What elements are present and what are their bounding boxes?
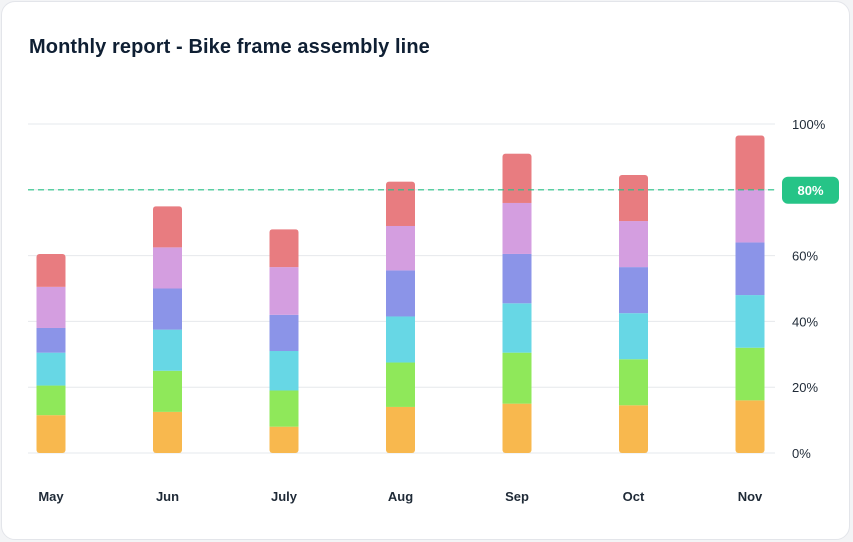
bar-stack — [502, 153, 532, 453]
bar-segment — [386, 406, 415, 453]
y-tick-label: 100% — [792, 117, 826, 132]
bar-segment — [269, 267, 299, 315]
bar-segment — [502, 253, 532, 304]
bar-stack — [619, 174, 648, 453]
bar-segment — [386, 225, 415, 271]
bar-segment — [735, 135, 765, 190]
bar-segment — [153, 329, 182, 371]
bar-segment — [386, 181, 415, 226]
bar-segment — [735, 189, 765, 243]
bar-segment — [502, 403, 532, 453]
bar-stack — [386, 181, 415, 453]
bar-segment — [619, 359, 648, 406]
x-tick-label: Oct — [623, 489, 645, 504]
bar-segment — [269, 426, 299, 453]
bar-segment — [153, 370, 182, 412]
y-tick-label: 40% — [792, 314, 818, 329]
bar-segment — [269, 351, 299, 391]
bar-segment — [735, 347, 765, 401]
bar-stack — [153, 206, 182, 453]
bar-segment — [36, 352, 66, 386]
bar-segment — [502, 202, 532, 254]
bar-segment — [153, 411, 182, 453]
bar-segment — [269, 390, 299, 427]
target-label: 80% — [797, 183, 823, 198]
bar-segment — [153, 288, 182, 330]
bar-segment — [619, 313, 648, 360]
target-badge — [782, 176, 839, 204]
bar-segment — [386, 316, 415, 363]
bar-segment — [36, 286, 66, 328]
x-tick-label: Sep — [505, 489, 529, 504]
bar-segment — [502, 153, 532, 203]
bar-segment — [619, 174, 648, 222]
bar-segment — [735, 242, 765, 296]
bar-segment — [153, 206, 182, 248]
x-tick-label: Jun — [156, 489, 179, 504]
x-tick-label: Nov — [738, 489, 763, 504]
bar-segment — [735, 400, 765, 453]
bar-stack — [269, 229, 299, 453]
bar-segment — [502, 352, 532, 404]
bar-stack — [735, 135, 765, 453]
bar-segment — [386, 270, 415, 317]
x-tick-label: July — [271, 489, 298, 504]
bar-segment — [502, 303, 532, 353]
chart-title: Monthly report - Bike frame assembly lin… — [29, 36, 430, 58]
bar-segment — [269, 314, 299, 352]
y-tick-label: 0% — [792, 446, 811, 461]
bar-segment — [619, 405, 648, 453]
bar-stack — [36, 253, 66, 453]
bar-segment — [36, 327, 66, 353]
bar-segment — [619, 267, 648, 314]
bar-segment — [36, 415, 66, 453]
bar-segment — [386, 362, 415, 407]
bar-segment — [619, 221, 648, 268]
x-tick-label: Aug — [388, 489, 413, 504]
x-tick-label: May — [38, 489, 64, 504]
bar-segment — [36, 385, 66, 416]
y-tick-label: 60% — [792, 249, 818, 264]
bar-segment — [153, 247, 182, 289]
bar-segment — [269, 229, 299, 268]
bar-segment — [36, 253, 66, 287]
y-tick-label: 20% — [792, 380, 818, 395]
bar-segment — [735, 295, 765, 348]
